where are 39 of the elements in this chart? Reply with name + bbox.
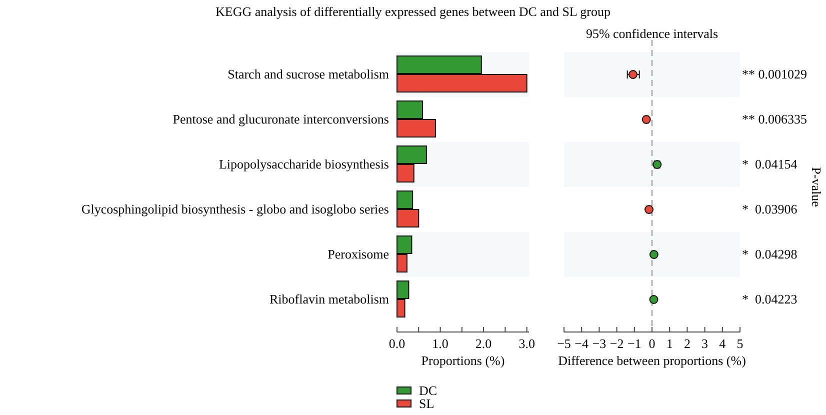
y-tick-label: Riboflavin metabolism [269, 292, 389, 306]
chart-subtitle: 95% confidence intervals [586, 26, 718, 41]
x-tick-label: 2 [684, 336, 690, 351]
y-tick-label: Glycosphingolipid biosynthesis - globo and isoglobo series [81, 202, 389, 216]
y-tick-label: Pentose and glucuronate interconversions [172, 112, 389, 126]
x-tick-label: −4 [574, 336, 590, 351]
point [642, 115, 651, 124]
x-tick-label: 4 [719, 336, 726, 351]
legend-label: SL [419, 396, 434, 411]
x-tick-label: 1 [666, 336, 673, 351]
x-tick-label: 2.0 [475, 336, 492, 351]
point [628, 70, 638, 79]
y-tick-label: Starch and sucrose metabolism [228, 66, 389, 82]
x-tick-label: 3.0 [518, 336, 535, 351]
y-tick-label: Peroxisome [328, 246, 390, 262]
x-axis-title: Proportions (%) [421, 353, 505, 368]
x-tick-label: 1.0 [432, 336, 448, 351]
x-tick-label: −2 [610, 336, 624, 351]
point [649, 295, 658, 304]
text: ** 0.006335 [742, 112, 807, 126]
text: * 0.04298 [742, 246, 798, 262]
point [649, 250, 658, 259]
text: ** 0.001029 [742, 66, 807, 82]
x-tick-label: 5 [736, 336, 744, 351]
chart-title: KEGG analysis of differentially expressed genes between DC and SL group [216, 4, 610, 19]
legend-label: DC [419, 383, 438, 398]
text: * 0.04223 [742, 292, 798, 306]
text: * 0.04154 [742, 156, 798, 172]
text: * 0.03906 [742, 202, 798, 216]
point [644, 205, 654, 214]
x-axis-title: Difference between proportions (%) [558, 353, 746, 368]
x-tick-label: −1 [627, 336, 642, 351]
x-tick-label: −5 [557, 336, 571, 351]
x-tick-label: −3 [592, 336, 606, 351]
y2-axis-title: P-value [809, 167, 824, 208]
x-tick-label: 0.0 [388, 336, 406, 351]
x-tick-label: 3 [702, 336, 708, 351]
x-tick-label: 0 [648, 336, 656, 351]
y-tick-label: Lipopolysaccharide biosynthesis [218, 156, 389, 172]
